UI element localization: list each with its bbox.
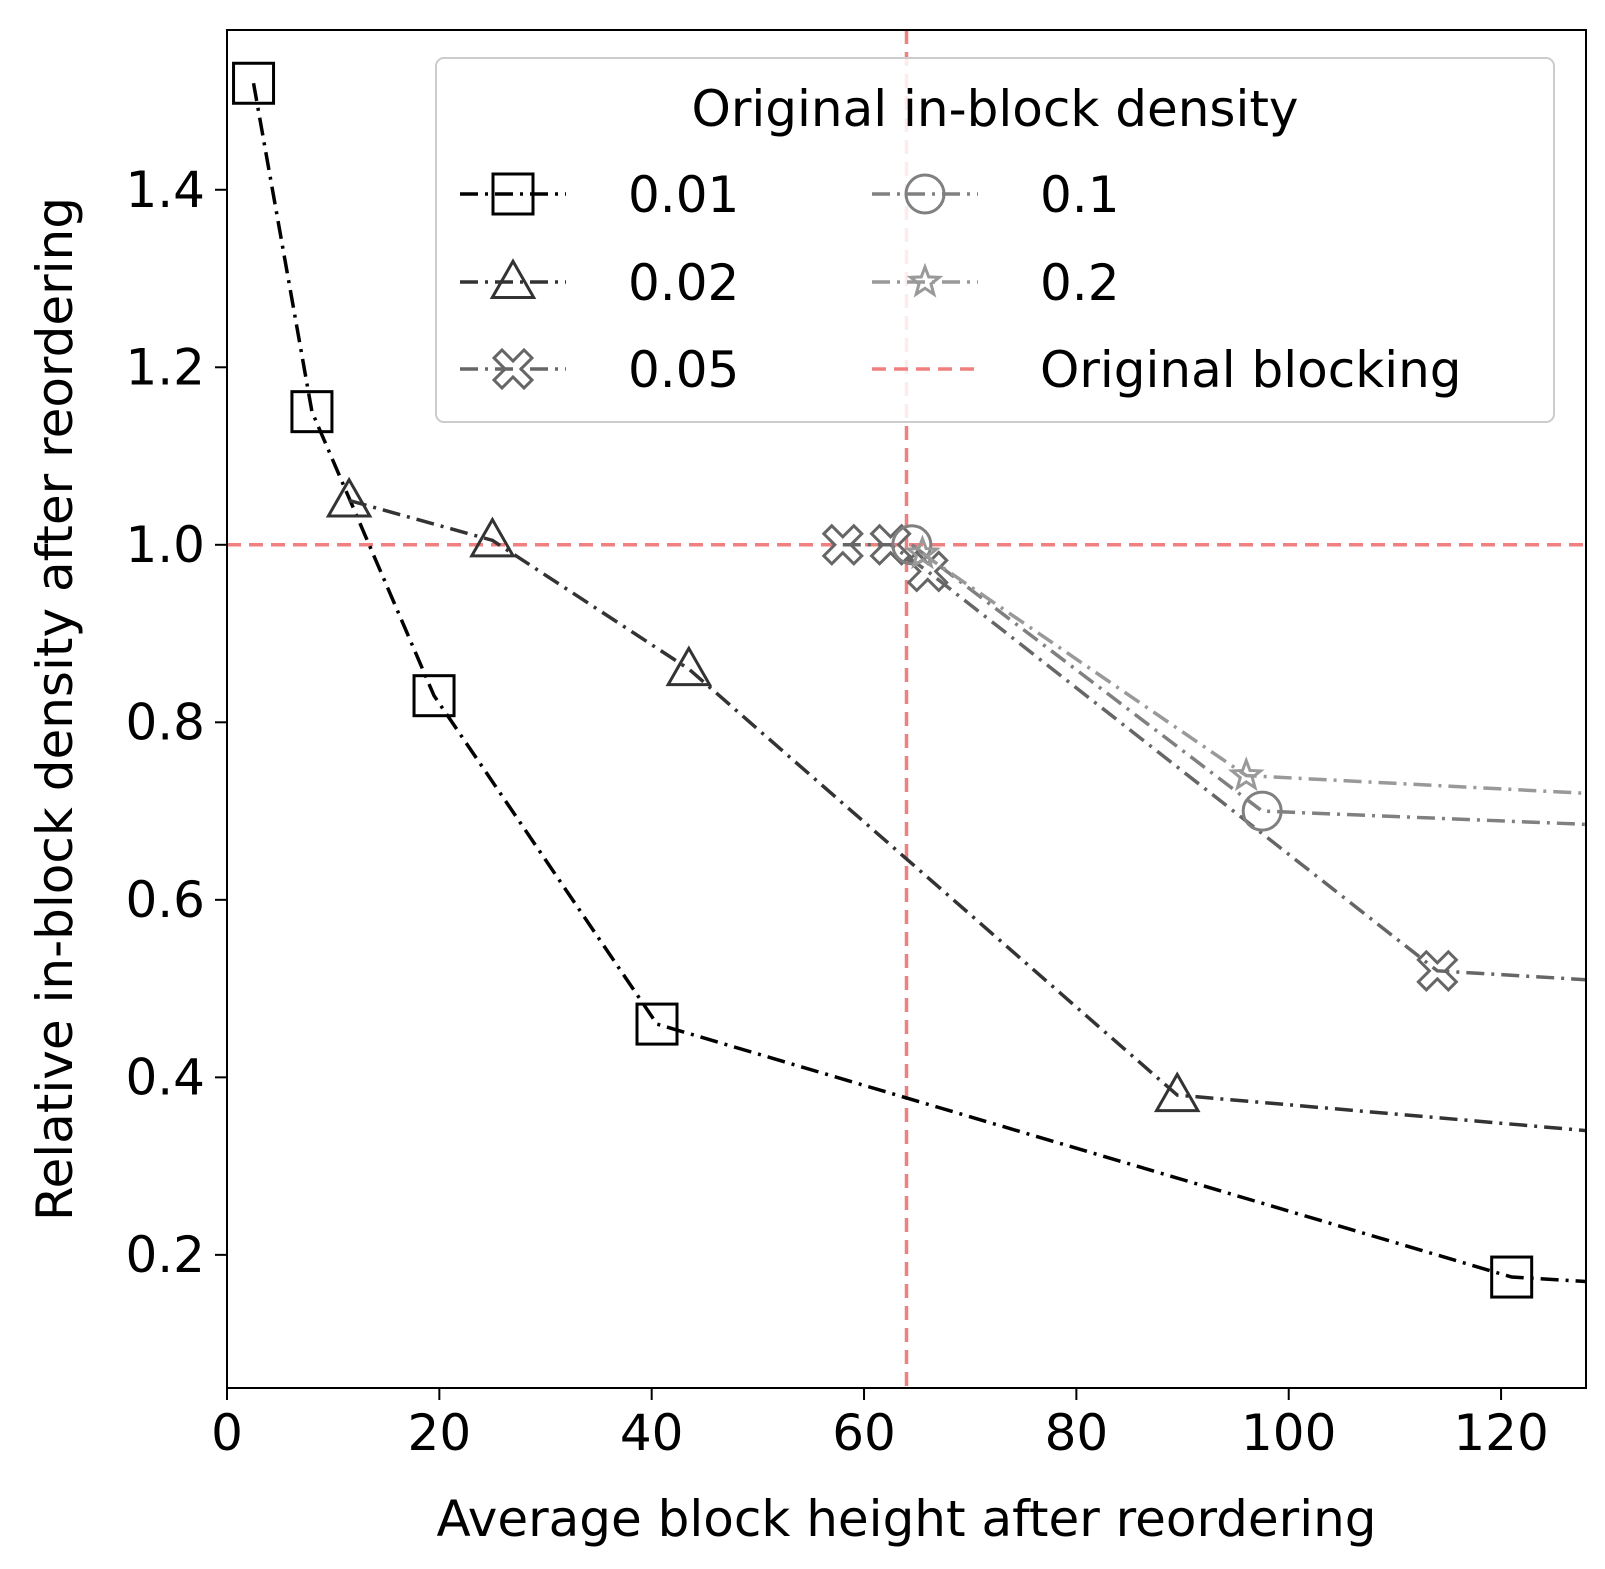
legend-label: 0.1	[1040, 166, 1120, 224]
series-0.2	[904, 534, 1586, 796]
legend-title: Original in-block density	[691, 80, 1298, 138]
y-tick-label: 0.8	[125, 693, 205, 751]
data-point	[821, 523, 864, 566]
series-0.02	[325, 476, 1586, 1133]
series-line	[842, 543, 1586, 982]
series-0.1	[891, 524, 1586, 832]
legend-marker	[491, 172, 535, 216]
series-line	[251, 82, 1586, 1284]
y-tick-label: 1.0	[125, 516, 205, 574]
data-point	[665, 645, 713, 687]
y-axis: 0.2 0.4 0.6 0.8 1.0 1.2 1.4	[125, 161, 227, 1284]
legend-item: 0.05	[460, 341, 739, 399]
legend-items: 0.01 0.02 0.05 0.1 0.2 Original blocking	[460, 166, 1462, 399]
data-point	[1241, 790, 1283, 832]
legend-item: 0.1	[872, 166, 1120, 224]
data-point	[232, 61, 276, 105]
y-tick-label: 1.2	[125, 338, 205, 396]
legend-label: 0.2	[1040, 254, 1120, 312]
y-tick-label: 0.2	[125, 1226, 205, 1284]
series-0.05	[821, 523, 1586, 992]
legend-marker	[906, 262, 944, 298]
y-axis-label: Relative in-block density after reorderi…	[26, 197, 84, 1221]
legend-marker	[489, 258, 537, 300]
y-tick-label: 0.6	[125, 871, 205, 929]
legend-item: 0.2	[872, 254, 1120, 312]
legend-label: 0.01	[628, 166, 739, 224]
x-tick-label: 20	[408, 1404, 472, 1462]
data-point	[412, 674, 456, 718]
x-tick-label: 40	[620, 1404, 684, 1462]
y-tick-label: 1.4	[125, 161, 205, 219]
x-tick-label: 80	[1045, 1404, 1109, 1462]
data-point	[869, 523, 912, 566]
data-point	[1227, 756, 1265, 792]
data-point	[906, 550, 949, 593]
data-point	[325, 476, 373, 518]
data-point	[469, 516, 516, 558]
data-point	[891, 524, 933, 566]
series-group	[232, 61, 1586, 1299]
data-point	[1490, 1255, 1534, 1299]
data-point	[1416, 949, 1459, 992]
legend-marker	[491, 347, 535, 391]
plot-frame	[226, 29, 1587, 1389]
series-0.01	[232, 61, 1586, 1299]
legend-label: Original blocking	[1040, 341, 1462, 399]
data-point	[1153, 1071, 1201, 1113]
x-axis: 0 20 40 60 80 100 120	[211, 1388, 1549, 1462]
x-tick-label: 0	[211, 1404, 243, 1462]
x-tick-label: 100	[1241, 1404, 1336, 1462]
legend-item: Original blocking	[872, 341, 1462, 399]
series-line	[910, 543, 1586, 827]
data-point	[635, 1002, 679, 1046]
y-tick-label: 0.4	[125, 1048, 205, 1106]
x-axis-label: Average block height after reordering	[436, 1490, 1376, 1548]
x-tick-label: 60	[832, 1404, 896, 1462]
legend: Original in-block density 0.010.020.050.…	[435, 57, 1555, 423]
legend-item: 0.01	[460, 166, 739, 224]
legend-label: 0.05	[628, 341, 739, 399]
legend-marker	[904, 173, 946, 215]
legend-item: 0.02	[460, 254, 739, 312]
series-line	[921, 552, 1586, 796]
data-point	[290, 390, 334, 434]
legend-label: 0.02	[628, 254, 739, 312]
x-tick-label: 120	[1453, 1404, 1548, 1462]
legend-box	[435, 57, 1555, 423]
data-point	[904, 534, 941, 570]
series-line	[348, 498, 1586, 1133]
